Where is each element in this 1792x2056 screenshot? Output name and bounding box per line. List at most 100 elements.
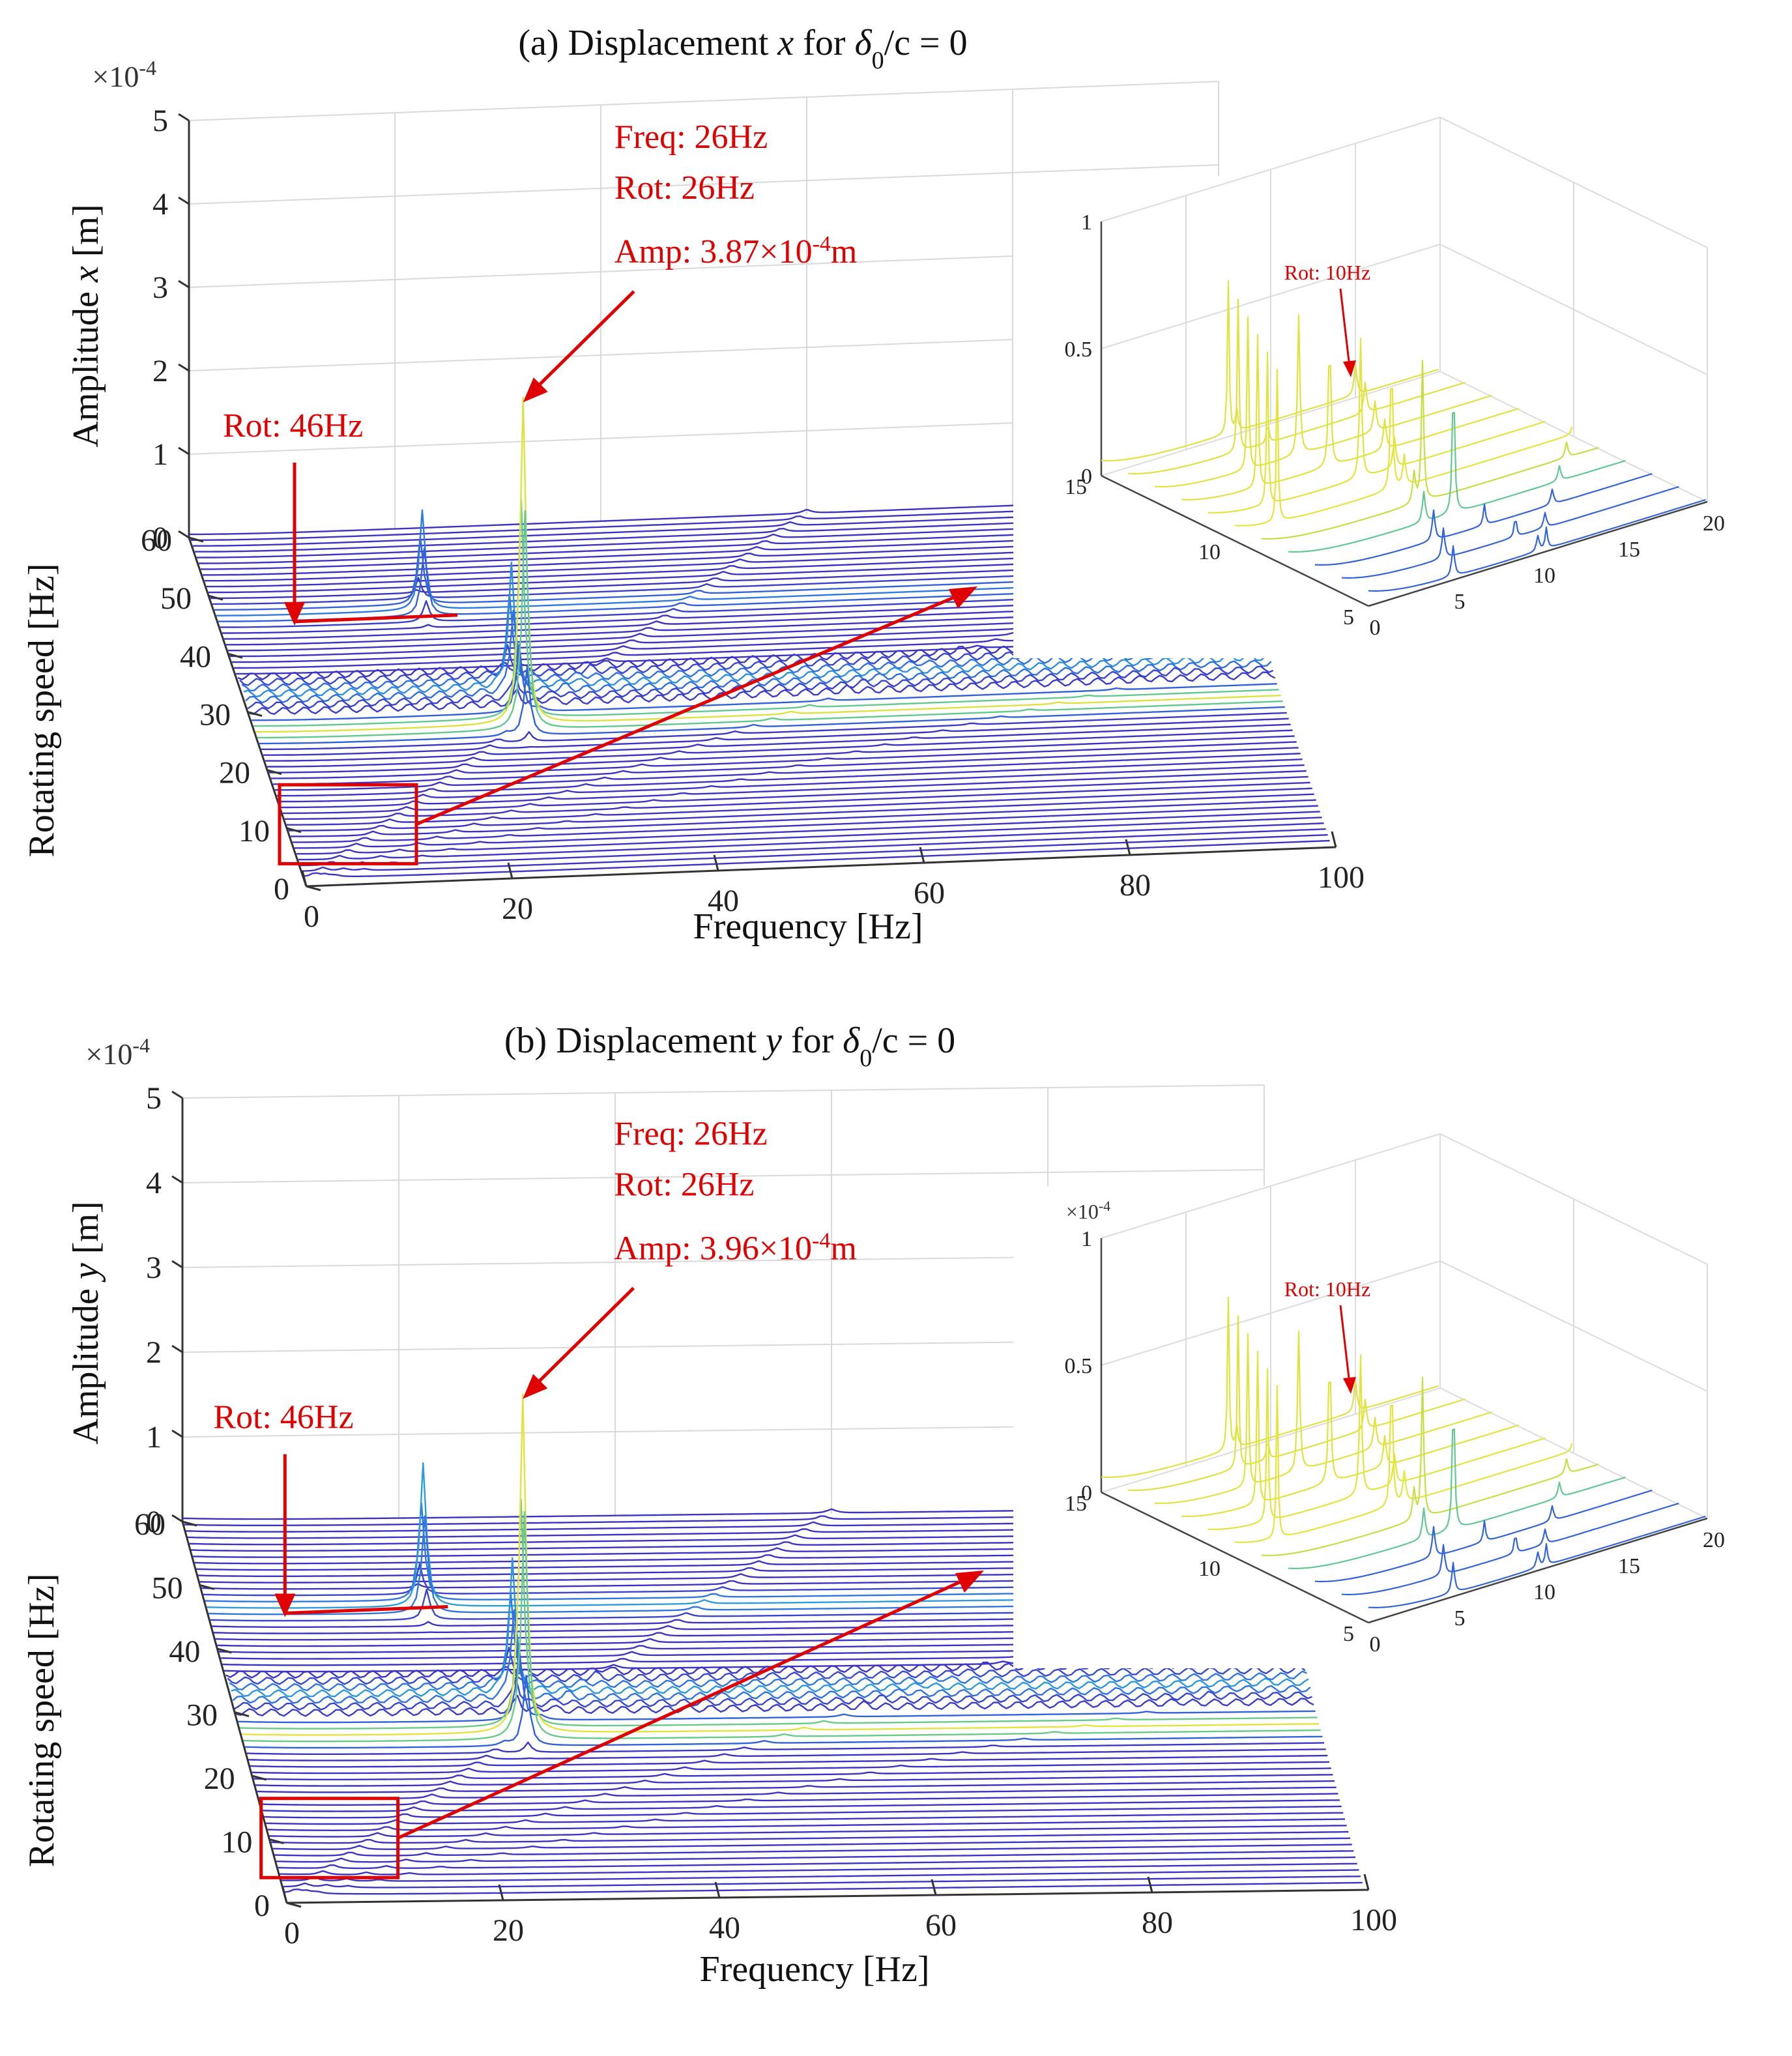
waterfall-line — [243, 1511, 1321, 1743]
zoom-arrow-head — [955, 1571, 984, 1593]
z-tick — [178, 113, 190, 122]
waterfall-line — [300, 828, 1326, 867]
waterfall-line — [298, 822, 1324, 861]
y-tick-label: 60 — [134, 1507, 166, 1542]
z-tick — [178, 446, 190, 456]
peak-arrow-head — [523, 1374, 548, 1399]
y-tick — [286, 827, 302, 833]
inset-background — [1013, 176, 1792, 658]
waterfall-line — [257, 1780, 1335, 1793]
waterfall-line — [263, 717, 1289, 756]
y-tick — [306, 885, 321, 891]
y-tick-label: 20 — [204, 1761, 235, 1796]
waterfall-line — [253, 498, 1279, 727]
inset-z-tick-label: 0 — [1081, 1481, 1092, 1505]
waterfall-line — [274, 1844, 1352, 1857]
y-tick — [234, 1711, 250, 1717]
annotations: Freq: 26Hz Rot: 26Hz Amp: 3.87×10-4m Rot: 4… — [223, 119, 977, 865]
peak-annotation-freq: Freq: 26Hz — [614, 119, 768, 156]
x-tick-label: 60 — [914, 876, 945, 910]
y-tick — [188, 536, 204, 543]
waterfall-line — [277, 759, 1303, 797]
inset-y-tick-label: 5 — [1343, 605, 1354, 630]
z-tick-label: 4 — [146, 1166, 162, 1200]
inset-x-axis — [1368, 1517, 1708, 1624]
inset-x-tick-label: 10 — [1533, 564, 1555, 588]
z-tick-label: 3 — [146, 1251, 162, 1285]
inset-x-axis — [1368, 500, 1708, 607]
y-tick — [267, 769, 282, 775]
x-tick — [931, 1879, 937, 1896]
y-tick — [268, 1838, 284, 1844]
z-tick-label: 2 — [146, 1335, 162, 1370]
waterfall-line — [253, 1767, 1331, 1780]
peak-arrow — [529, 1286, 635, 1391]
inset-line — [1368, 1515, 1706, 1608]
waterfall-line — [252, 1761, 1330, 1774]
rot-annotation: Rot: 46Hz — [223, 407, 363, 444]
waterfall-line — [304, 839, 1330, 877]
y-tick — [199, 1584, 215, 1590]
x-tick — [714, 1881, 721, 1898]
waterfall-line — [281, 1869, 1359, 1882]
z-tick — [171, 1514, 183, 1523]
waterfall-line — [285, 1881, 1363, 1895]
inset-x-tick-label: 20 — [1703, 512, 1725, 536]
z-tick-label: 3 — [152, 270, 168, 305]
peak-arrow — [530, 290, 635, 394]
x-tick — [282, 1887, 288, 1904]
waterfall-line — [279, 764, 1305, 803]
grid-line — [182, 1084, 1265, 1099]
inset-line — [1368, 499, 1706, 592]
inset-z-tick-label: 0.5 — [1065, 1354, 1093, 1378]
waterfall-line — [287, 787, 1312, 826]
z-tick-label: 5 — [152, 104, 168, 138]
x-axis — [286, 1889, 1369, 1904]
waterfall-line — [238, 1649, 1316, 1724]
waterfall-line — [295, 811, 1320, 849]
inset-background — [1013, 1186, 1792, 1668]
waterfall-line — [273, 747, 1299, 785]
waterfall-line — [257, 510, 1283, 739]
inset-y-tick-label: 5 — [1343, 1622, 1354, 1646]
y-tick-label: 0 — [254, 1889, 270, 1923]
y-tick — [252, 1774, 267, 1781]
inset-arrow-head — [1343, 360, 1356, 377]
peak-annotation-rot: Rot: 26Hz — [614, 169, 755, 207]
z-tick — [171, 1344, 183, 1354]
inset-y-axis — [1101, 1491, 1369, 1624]
y-tick-label: 50 — [160, 581, 192, 616]
x-tick-label: 0 — [284, 1916, 300, 1950]
waterfall-line — [289, 793, 1314, 832]
z-tick — [171, 1175, 183, 1184]
peak-annotation-amp: Amp: 3.96×10-4m — [614, 1228, 857, 1267]
inset-annotation: Rot: 10Hz — [1284, 261, 1370, 284]
waterfall-line — [281, 770, 1307, 809]
grid-line — [188, 164, 1219, 205]
waterfall-line — [272, 1837, 1351, 1850]
waterfall-line — [269, 1825, 1347, 1838]
inset-line — [1288, 1428, 1626, 1569]
z-axis-label: Amplitude x [m] — [66, 204, 106, 447]
inset-z-tick-label: 1 — [1081, 1227, 1092, 1251]
rot-line — [285, 1605, 448, 1615]
inset-line — [1234, 1385, 1573, 1543]
inset-line — [1314, 472, 1653, 566]
waterfall-line — [241, 1393, 1319, 1736]
y-tick-label: 30 — [199, 698, 231, 732]
waterfall-line — [246, 1741, 1325, 1755]
x-tick-label: 20 — [493, 1913, 524, 1948]
x-tick — [301, 870, 308, 887]
waterfall-line — [269, 735, 1295, 774]
chart-title: (b) Displacement y for δ0/c = 0 — [504, 1021, 955, 1072]
inset-lines — [1101, 280, 1706, 592]
waterfall-line — [278, 1856, 1356, 1870]
x-tick — [1331, 831, 1337, 848]
y-tick-label: 50 — [152, 1571, 183, 1606]
inset-grid-line — [1101, 1260, 1708, 1392]
waterfall-line — [267, 1818, 1346, 1831]
inset-line — [1181, 334, 1519, 500]
inset-y-tick-label: 15 — [1065, 475, 1087, 499]
